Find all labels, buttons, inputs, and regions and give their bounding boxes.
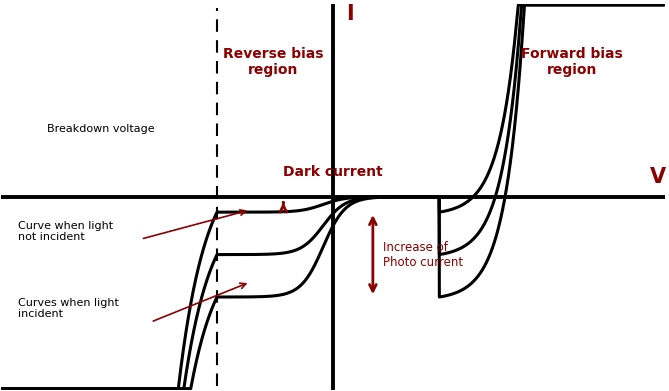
Text: Dark current: Dark current [283, 165, 383, 179]
Text: Curve when light
not incident: Curve when light not incident [18, 221, 113, 242]
Text: V: V [650, 167, 666, 187]
Text: Breakdown voltage: Breakdown voltage [47, 124, 155, 134]
Text: I: I [346, 4, 353, 23]
Text: Increase of
Photo current: Increase of Photo current [383, 240, 463, 269]
Text: Forward bias
region: Forward bias region [521, 47, 623, 77]
Text: Reverse bias
region: Reverse bias region [223, 47, 324, 77]
Text: Curves when light
incident: Curves when light incident [18, 298, 119, 319]
